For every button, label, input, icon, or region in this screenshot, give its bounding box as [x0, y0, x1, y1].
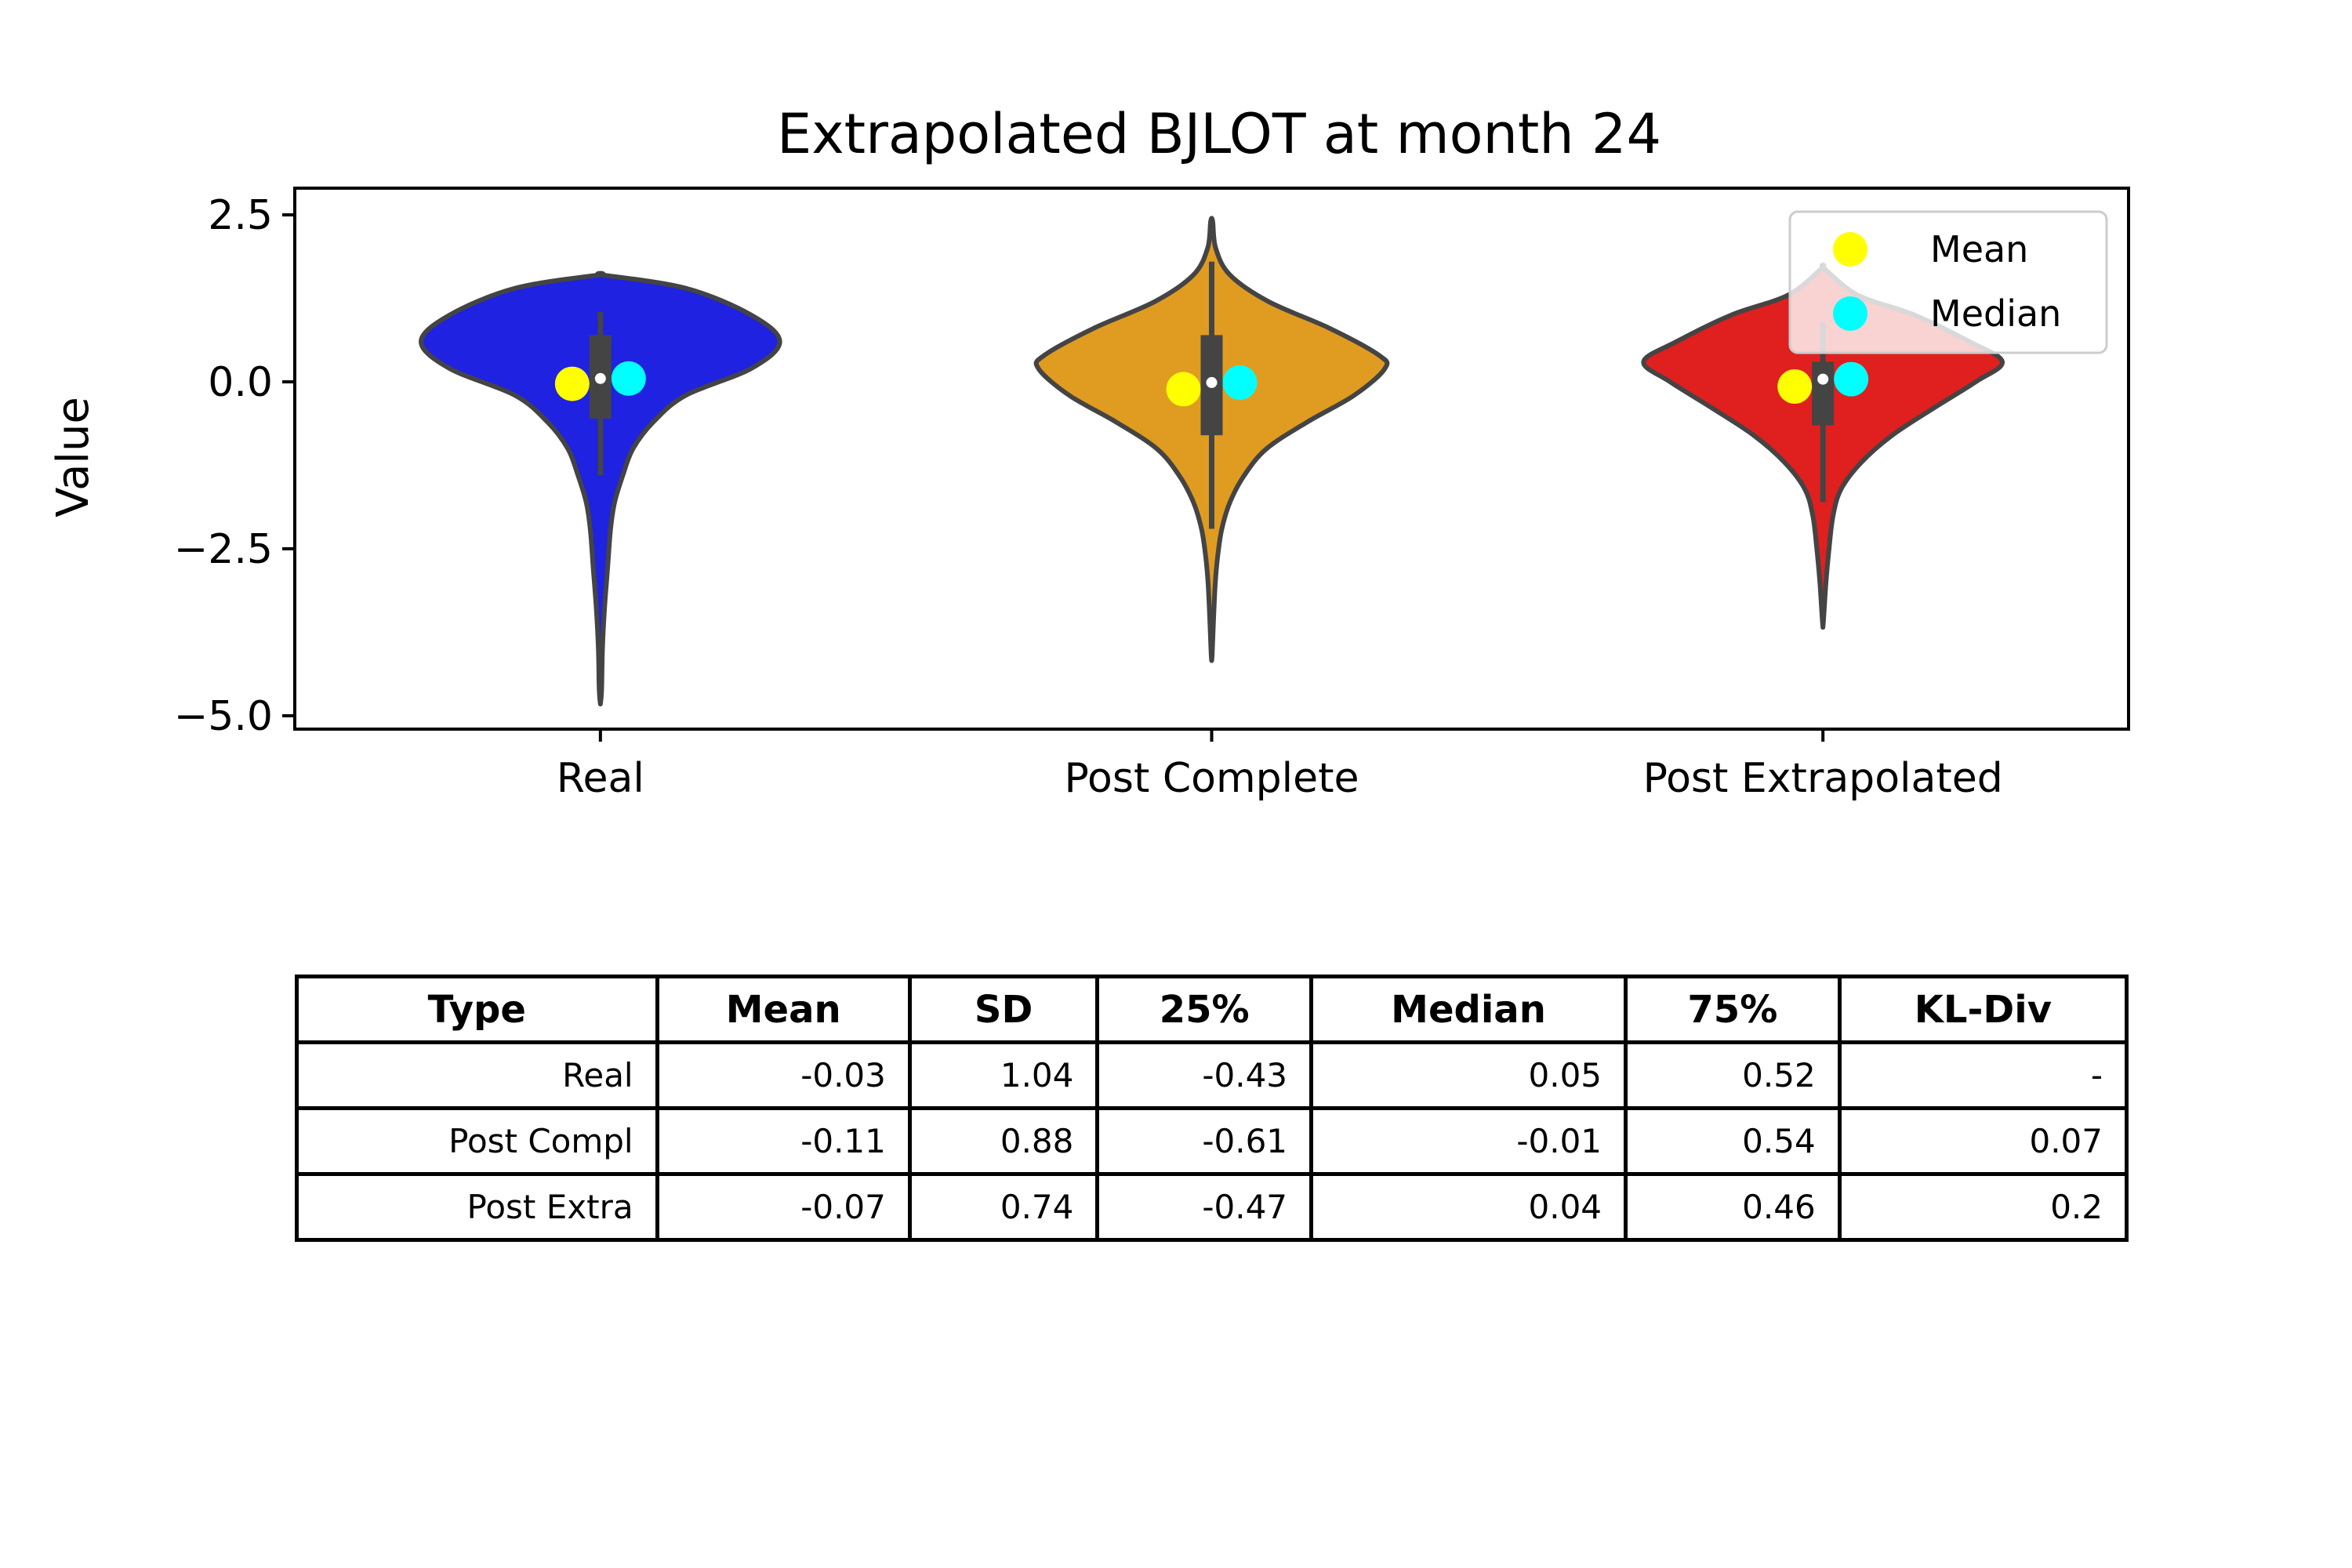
table-header-row: Type Mean SD 25% Median 75% KL-Div [295, 975, 2129, 1044]
table-cell: Real [295, 1040, 659, 1110]
legend-mean-marker [1833, 232, 1867, 267]
table-cell: Post Compl [295, 1106, 659, 1176]
header-sd: SD [907, 975, 1100, 1044]
x-tick-label: Post Complete [1065, 755, 1359, 802]
table-cell: 0.74 [907, 1172, 1100, 1242]
table-cell: -0.01 [1309, 1106, 1628, 1176]
table-cell: - [1837, 1040, 2129, 1110]
table-cell: 0.88 [907, 1106, 1100, 1176]
violin-median-dot [594, 372, 606, 384]
header-median: Median [1309, 975, 1628, 1044]
y-tick-label: −2.5 [174, 526, 273, 573]
legend-box [1788, 210, 2108, 354]
table-cell: 1.04 [907, 1040, 1100, 1110]
table-cell: Post Extra [295, 1172, 659, 1242]
table-cell: 0.07 [1837, 1106, 2129, 1176]
header-mean: Mean [655, 975, 912, 1044]
mean-marker [1777, 369, 1813, 404]
table-cell: 0.52 [1624, 1040, 1842, 1110]
violin-median-dot [1206, 376, 1218, 388]
header-25: 25% [1095, 975, 1314, 1044]
header-kl-div: KL-Div [1837, 975, 2129, 1044]
median-marker [1222, 365, 1258, 400]
y-tick-label: 0.0 [208, 359, 273, 406]
table-cell: 0.2 [1837, 1172, 2129, 1242]
table-cell: 0.46 [1624, 1172, 1842, 1242]
chart-title: Extrapolated BJLOT at month 24 [777, 102, 1661, 166]
mean-marker [1166, 372, 1201, 407]
median-marker [1834, 361, 1869, 397]
mean-marker [554, 366, 590, 401]
table-row: Post Extra -0.07 0.74 -0.47 0.04 0.46 0.… [295, 1172, 2129, 1242]
table-cell: -0.07 [655, 1172, 912, 1242]
legend-median-marker [1833, 296, 1867, 331]
x-tick-label: Post Extrapolated [1643, 755, 2003, 802]
table-cell: -0.11 [655, 1106, 912, 1176]
x-tick-label: Real [557, 755, 644, 802]
table-cell: -0.61 [1095, 1106, 1314, 1176]
legend-median-label: Median [1930, 292, 2061, 335]
table-cell: -0.47 [1095, 1172, 1314, 1242]
table-cell: 0.54 [1624, 1106, 1842, 1176]
table-row: Real -0.03 1.04 -0.43 0.05 0.52 - [295, 1040, 2129, 1110]
header-type: Type [295, 975, 659, 1044]
legend: Mean Median [1788, 210, 2108, 354]
median-marker [611, 361, 646, 396]
violin-body [419, 270, 782, 707]
table-cell: -0.03 [655, 1040, 912, 1110]
plot-area: 2.5 0.0 −2.5 −5.0 Real Post Complete Post Extr… [174, 192, 2005, 802]
table-cell: -0.43 [1095, 1040, 1314, 1110]
violin-iqr-box [1812, 361, 1835, 426]
table-cell: 0.05 [1309, 1040, 1628, 1110]
table-row: Post Compl -0.11 0.88 -0.61 -0.01 0.54 0… [295, 1106, 2129, 1176]
y-tick-label: −5.0 [174, 693, 273, 740]
table-cell: 0.04 [1309, 1172, 1628, 1242]
violin-median-dot [1817, 373, 1829, 385]
plot-frame [293, 187, 2130, 731]
legend-mean-label: Mean [1930, 228, 2028, 270]
header-75: 75% [1624, 975, 1842, 1044]
y-axis-label: Value [48, 397, 99, 517]
y-tick-label: 2.5 [208, 192, 273, 239]
stats-table: Type Mean SD 25% Median 75% KL-Div Real … [295, 975, 2129, 1242]
